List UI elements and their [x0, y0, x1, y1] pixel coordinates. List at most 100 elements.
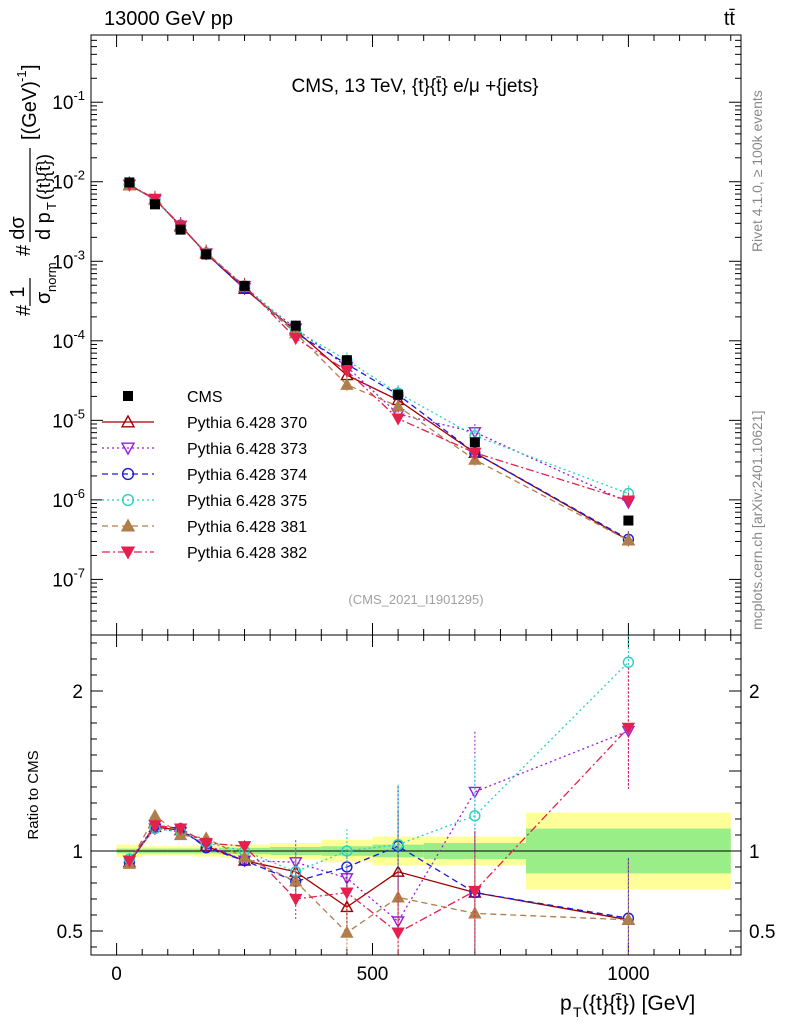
tick-exponent: -4	[73, 327, 85, 342]
tick-exponent: -1	[73, 88, 85, 103]
y-label-den-2: d p	[33, 212, 55, 240]
data-point	[623, 515, 634, 526]
tick-base: 10	[52, 173, 73, 194]
ratio-line-0	[128, 826, 629, 921]
tick-base: 10	[52, 570, 73, 591]
ratio-marker-4	[148, 808, 162, 821]
main-y-tick-label: 10-5	[52, 406, 85, 432]
ratio-marker-3	[341, 845, 353, 857]
data-point	[149, 199, 160, 210]
x-label-p: p	[560, 992, 572, 1015]
main-y-tick-label: 10-6	[52, 486, 85, 512]
ratio-marker-5	[237, 841, 252, 854]
data-points-layer	[124, 177, 634, 526]
panel-frames	[90, 34, 742, 956]
ratio-marker-5	[289, 893, 303, 906]
x-tick-label: 1000	[607, 964, 649, 985]
ratio-marker-5	[340, 887, 354, 900]
data-point	[201, 249, 212, 260]
tick-exponent: -5	[73, 406, 85, 421]
data-point	[393, 389, 404, 400]
legend-marker-4	[120, 518, 136, 532]
ratio-uncertainty-bands	[91, 812, 741, 890]
y-label-hash-2: #	[13, 244, 35, 256]
legend-label-4: Pythia 6.428 381	[187, 519, 307, 536]
series-marker-5	[621, 495, 636, 508]
data-point	[341, 355, 352, 366]
series-marker-4	[340, 377, 354, 390]
series-line-2	[129, 184, 629, 540]
data-point	[124, 177, 135, 188]
main-y-tick-label: 10-4	[52, 327, 85, 353]
legend-label-5: Pythia 6.428 382	[187, 545, 307, 562]
ratio-marker-5	[199, 837, 213, 850]
y-label-unit-close: ]	[19, 64, 41, 70]
legend-marker-1	[120, 442, 136, 456]
tick-base: 10	[52, 332, 73, 353]
legend-marker-3	[121, 493, 135, 507]
tick-base: 10	[52, 491, 73, 512]
tick-exponent: -6	[73, 486, 85, 501]
y-label-num-2: dσ	[7, 216, 29, 240]
legend-label-3: Pythia 6.428 375	[187, 493, 307, 510]
ratio-line-3	[128, 661, 629, 873]
series-line-5	[129, 184, 629, 502]
ratio-marker-4	[340, 925, 354, 938]
series-marker-5	[289, 333, 303, 346]
y-label-num-1: 1	[7, 286, 29, 297]
ratio-line-5	[128, 727, 629, 934]
ratio-y-tick-label: 1	[72, 842, 83, 863]
legend-marker-data	[123, 391, 133, 401]
ratio-marker-3	[622, 656, 635, 668]
series-marker-5	[340, 365, 354, 378]
tick-base: 10	[52, 411, 73, 432]
x-tick-label: 500	[357, 964, 389, 985]
legend-marker-2	[121, 467, 135, 481]
y-label-unit: [(GeV)	[19, 81, 41, 140]
legend-label-1: Pythia 6.428 373	[187, 441, 307, 458]
analysis-id: (CMS_2021_I1901295)	[348, 592, 483, 607]
legend: CMS Pythia 6.428 370 Pythia 6.428 373 Pythi…	[102, 389, 307, 562]
ratio-marker-5	[173, 823, 188, 836]
ratio-line-2	[128, 824, 629, 919]
tick-exponent: -2	[73, 168, 85, 183]
x-axis-label: p T ({t}{t̄}) [GeV]	[560, 992, 695, 1020]
ratio-marker-4	[237, 850, 252, 863]
data-point	[175, 224, 186, 235]
energy-label: 13000 GeV pp	[104, 8, 233, 30]
ratio-y-tick-label-right: 1	[749, 842, 760, 863]
data-point	[239, 280, 250, 291]
ratio-marker-5	[391, 927, 405, 940]
y-label-den-2-sub: T	[44, 202, 59, 210]
y-label-unit-sup: -1	[14, 70, 29, 82]
main-y-tick-label: 10-7	[52, 565, 85, 591]
legend-label-data: CMS	[187, 389, 223, 406]
ratio-line-4	[128, 814, 629, 934]
x-tick-label: 0	[111, 964, 122, 985]
main-y-tick-label: 10-3	[52, 247, 85, 273]
data-point	[469, 437, 480, 448]
ratio-y-tick-label: 0.5	[57, 922, 83, 943]
y-label-den-2-rest: ({t}{t̄})	[34, 154, 54, 200]
series-line-3	[129, 183, 629, 495]
process-label: tt̄	[724, 8, 736, 30]
ratio-y-tick-label-right: 0.5	[749, 922, 775, 943]
ratio-series-layer	[122, 635, 636, 955]
tick-base: 10	[52, 252, 73, 273]
tick-exponent: -7	[73, 565, 85, 580]
y-label-hash-1: #	[13, 304, 35, 316]
ratio-y-tick-label-right: 2	[749, 682, 760, 703]
series-marker-4	[621, 533, 636, 546]
series-line-4	[129, 184, 629, 541]
ratio-marker-5	[621, 722, 636, 735]
main-y-tick-label: 10-1	[52, 88, 85, 114]
ratio-marker-5	[468, 885, 482, 898]
ratio-y-axis-label: Ratio to CMS	[25, 750, 42, 839]
y-label-den-1: σ	[33, 291, 55, 304]
ratio-y-tick-label: 2	[72, 682, 83, 703]
legend-marker-0	[120, 414, 136, 428]
data-point	[290, 320, 301, 331]
rivet-version-label: Rivet 4.1.0, ≥ 100k events	[749, 90, 765, 252]
